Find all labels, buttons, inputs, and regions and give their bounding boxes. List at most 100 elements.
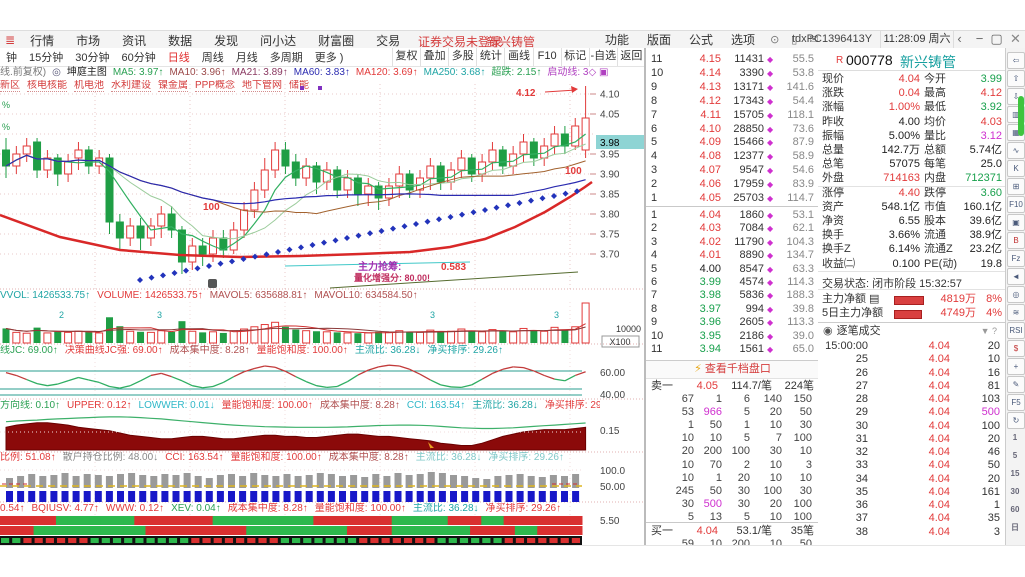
terminal-id: tdxPC1396413Y xyxy=(792,33,873,45)
chat-icon[interactable]: ⊙ xyxy=(770,33,780,46)
toolbar-button-多股[interactable]: 多股 xyxy=(448,48,476,66)
wave-icon[interactable]: ≋ xyxy=(1007,304,1025,321)
f10-icon[interactable]: F10 xyxy=(1007,196,1025,213)
buy-icon[interactable]: B xyxy=(1007,232,1025,249)
period-更多 )[interactable]: 更多 ) xyxy=(314,52,344,64)
period-30分钟[interactable]: 30分钟 xyxy=(75,52,110,64)
up-icon[interactable]: ⇧ xyxy=(1007,70,1025,87)
menu-item-版面[interactable]: 版面 xyxy=(647,32,672,47)
toolbar-button-统计[interactable]: 统计 xyxy=(476,48,504,66)
concept-tag-新区[interactable]: 新区 xyxy=(0,80,20,92)
toolbar-button-返回[interactable]: 返回 xyxy=(616,48,645,66)
main-chart[interactable]: 4.10 4.05 3.95 3.90 3.85 3.80 3.75 3.70 3.98%% 4.… xyxy=(0,84,645,545)
menu-item-数据[interactable]: 数据 xyxy=(168,33,193,48)
f5-icon[interactable]: F5 xyxy=(1007,394,1025,411)
toolbar-button--自选[interactable]: -自选 xyxy=(588,48,617,66)
snapshot-icon[interactable]: ◎ xyxy=(1007,286,1025,303)
nav-back-button[interactable]: ‹ xyxy=(957,31,962,46)
menu-item-财富圈[interactable]: 财富圈 xyxy=(318,33,355,48)
menu-item-选项[interactable]: 选项 xyxy=(731,32,756,47)
phone-icon[interactable]: ▯ xyxy=(791,33,798,46)
bid-row-10[interactable]: 10 3.95 2186 ◆ 39.0 xyxy=(651,329,814,342)
menu-item-功能[interactable]: 功能 xyxy=(605,32,630,47)
concept-tag-水利建设[interactable]: 水利建设 xyxy=(111,80,151,92)
menu-item-公式[interactable]: 公式 xyxy=(689,32,714,47)
bid-row-11[interactable]: 11 3.94 1561 ◆ 65.0 xyxy=(651,343,814,355)
period-日线[interactable]: 日线 xyxy=(167,52,190,64)
period-15分钟[interactable]: 15分钟 xyxy=(29,52,64,64)
period-周线[interactable]: 周线 xyxy=(201,52,224,64)
concept-tag-镍金属[interactable]: 镍金属 xyxy=(158,80,188,92)
concept-tag-地下管网[interactable]: 地下管网 xyxy=(242,80,283,92)
bid-row-9[interactable]: 9 3.96 2605 ◆ 113.3 xyxy=(651,316,814,329)
bid-row-8[interactable]: 8 3.97 994 ◆ 39.8 xyxy=(651,302,814,315)
bid-row-7[interactable]: 7 3.98 5836 ◆ 188.3 xyxy=(651,289,814,302)
ask-row-8[interactable]: 8 4.12 17343 ◆ 54.4 xyxy=(651,94,814,107)
bid-row-6[interactable]: 6 3.99 4574 ◆ 114.3 xyxy=(651,276,814,288)
sound-icon[interactable]: ◄ xyxy=(1007,268,1025,285)
stock-title[interactable]: R 000778 新兴铸管 xyxy=(818,52,1005,70)
period-30-icon[interactable]: 30 xyxy=(1010,487,1020,496)
concept-tag-PPP概念[interactable]: PPP概念 xyxy=(195,80,236,92)
toolbar-button-F10[interactable]: F10 xyxy=(532,48,561,66)
period-15-icon[interactable]: 15 xyxy=(1010,469,1020,478)
minimize-button[interactable]: − xyxy=(975,31,984,46)
back-icon[interactable]: ⇦ xyxy=(1007,52,1025,69)
move-icon[interactable]: + xyxy=(1007,358,1025,375)
period-60-icon[interactable]: 60 xyxy=(1010,505,1020,514)
icon-sidebar: ⇦ ⇧ ⇩ ▥ ▦ ∿ K ⊞ F10 ▣ B Fz ◄ ◎ ≋ RSI $ + ✎ F5 ↻ 1 5 15 30 60 日 xyxy=(1005,48,1025,545)
formula-icon[interactable]: Fz xyxy=(1007,250,1025,267)
restore-button[interactable]: ▢ xyxy=(990,31,1003,46)
period-60分钟[interactable]: 60分钟 xyxy=(121,52,156,64)
queue-depth-button[interactable]: ⚡ 查看千档盘口 xyxy=(646,360,819,379)
ask-row-11[interactable]: 11 4.15 11431 ◆ 55.5 xyxy=(651,53,814,65)
period-1-icon[interactable]: 1 xyxy=(1012,433,1018,442)
period-5-icon[interactable]: 5 xyxy=(1012,451,1018,460)
grid-icon[interactable]: ⊞ xyxy=(1007,178,1025,195)
ask-row-9[interactable]: 9 4.13 13171 ◆ 141.6 xyxy=(651,80,814,93)
ask-row-1[interactable]: 1 4.05 25703 ◆ 114.7 xyxy=(651,192,814,204)
bid-row-5[interactable]: 5 4.00 8547 ◆ 63.3 xyxy=(651,262,814,275)
menu-item-资讯[interactable]: 资讯 xyxy=(122,33,147,48)
money-icon[interactable]: $ xyxy=(1007,340,1025,357)
menu-item-发现[interactable]: 发现 xyxy=(214,33,239,48)
menu-item-问小达[interactable]: 问小达 xyxy=(260,33,297,48)
indicator-marker-icon[interactable]: ◎ xyxy=(52,67,61,78)
menu-item-交易[interactable]: 交易 xyxy=(376,33,401,48)
menu-item-市场[interactable]: 市场 xyxy=(76,33,101,48)
concept-tag-核电核能[interactable]: 核电核能 xyxy=(27,80,67,92)
line-chart-icon[interactable]: ∿ xyxy=(1007,142,1025,159)
period-day-icon[interactable]: 日 xyxy=(1011,523,1019,532)
concept-tag-储能[interactable]: 储能 xyxy=(289,80,310,92)
period-钟[interactable]: 钟 xyxy=(6,52,17,64)
scroll-thumb[interactable] xyxy=(1018,96,1024,136)
period-多周期[interactable]: 多周期 xyxy=(269,52,303,64)
toolbar-button-标记[interactable]: 标记 xyxy=(560,48,589,66)
kline-icon[interactable]: K xyxy=(1007,160,1025,177)
ask-row-2[interactable]: 2 4.06 17959 ◆ 83.9 xyxy=(651,178,814,191)
ask-row-7[interactable]: 7 4.11 15705 ◆ 118.1 xyxy=(651,108,814,121)
mail-icon[interactable]: ✉ xyxy=(809,33,819,46)
toolbar-button-叠加[interactable]: 叠加 xyxy=(420,48,448,66)
bid-row-2[interactable]: 2 4.03 7084 ◆ 62.1 xyxy=(651,222,814,235)
close-button[interactable]: ✕ xyxy=(1010,31,1021,46)
ask-row-3[interactable]: 3 4.07 9547 ◆ 54.6 xyxy=(651,164,814,177)
toolbar-button-画线[interactable]: 画线 xyxy=(504,48,532,66)
ask-row-5[interactable]: 5 4.09 15466 ◆ 87.9 xyxy=(651,136,814,149)
ask-row-4[interactable]: 4 4.08 12377 ◆ 58.9 xyxy=(651,150,814,163)
refresh-icon[interactable]: ↻ xyxy=(1007,412,1025,429)
bid-row-3[interactable]: 3 4.02 11790 ◆ 104.3 xyxy=(651,235,814,248)
image-icon[interactable]: ▣ xyxy=(1007,214,1025,231)
toolbar-button-复权[interactable]: 复权 xyxy=(392,48,420,66)
indicator-value: 成本集中度: 8.28↑ xyxy=(328,452,409,463)
ask-row-10[interactable]: 10 4.14 3390 ◆ 53.8 xyxy=(651,66,814,79)
ask-row-6[interactable]: 6 4.10 28850 ◆ 73.6 xyxy=(651,122,814,135)
app-menu-icon[interactable]: ≣ xyxy=(5,33,16,47)
bid-row-4[interactable]: 4 4.01 8890 ◆ 134.7 xyxy=(651,249,814,262)
rsi-icon[interactable]: RSI xyxy=(1007,322,1025,339)
menu-item-行情[interactable]: 行情 xyxy=(30,33,55,48)
edit-icon[interactable]: ✎ xyxy=(1007,376,1025,393)
bid-row-1[interactable]: 1 4.04 1860 ◆ 53.1 xyxy=(651,209,814,221)
period-月线[interactable]: 月线 xyxy=(235,52,258,64)
concept-tag-机电池[interactable]: 机电池 xyxy=(74,80,104,92)
